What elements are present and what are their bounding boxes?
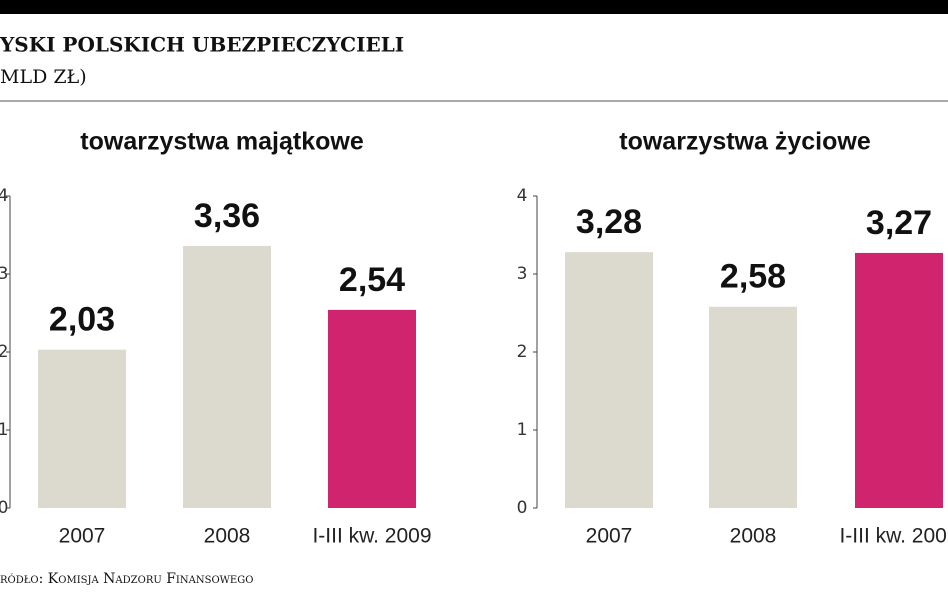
y-tick-label: 2 [0, 342, 8, 362]
value-label: 2,03 [49, 301, 115, 339]
bar [565, 252, 653, 508]
value-label: 3,36 [194, 197, 260, 235]
y-tick-label: 4 [517, 186, 528, 206]
x-tick-label: 2007 [586, 525, 633, 548]
x-tick-label: 2008 [204, 525, 251, 548]
bar [38, 349, 126, 508]
x-tick-label: 2007 [59, 525, 106, 548]
y-tick-label: 2 [517, 342, 528, 362]
value-label: 3,27 [866, 204, 932, 242]
y-tick-label: 0 [517, 498, 528, 518]
chart-subtitle: towarzystwa majątkowe [80, 128, 364, 156]
bar [709, 306, 797, 508]
bar [183, 245, 271, 509]
y-tick-label: 3 [0, 264, 8, 284]
value-label: 2,58 [720, 258, 786, 296]
title: YSKI POLSKICH UBEZPIECZYCIELI [0, 33, 404, 57]
y-tick-label: 0 [0, 498, 8, 518]
top-bar [0, 0, 948, 14]
bar [328, 309, 416, 508]
y-tick-label: 3 [517, 264, 528, 284]
value-label: 2,54 [339, 261, 405, 299]
x-tick-label: I-III kw. 2009 [312, 525, 431, 548]
x-tick-label: 2008 [730, 525, 777, 548]
y-tick-label: 4 [0, 186, 8, 206]
value-label: 3,28 [576, 203, 642, 241]
y-tick-label: 1 [0, 420, 8, 440]
bar [855, 252, 943, 508]
y-tick-label: 1 [517, 420, 528, 440]
chart-subtitle: towarzystwa życiowe [619, 128, 871, 156]
source: ródło: Komisja Nadzoru Finansowego [0, 571, 253, 587]
subtitle: MLD ZŁ) [0, 66, 87, 88]
x-tick-label: I-III kw. 2009 [839, 525, 948, 548]
